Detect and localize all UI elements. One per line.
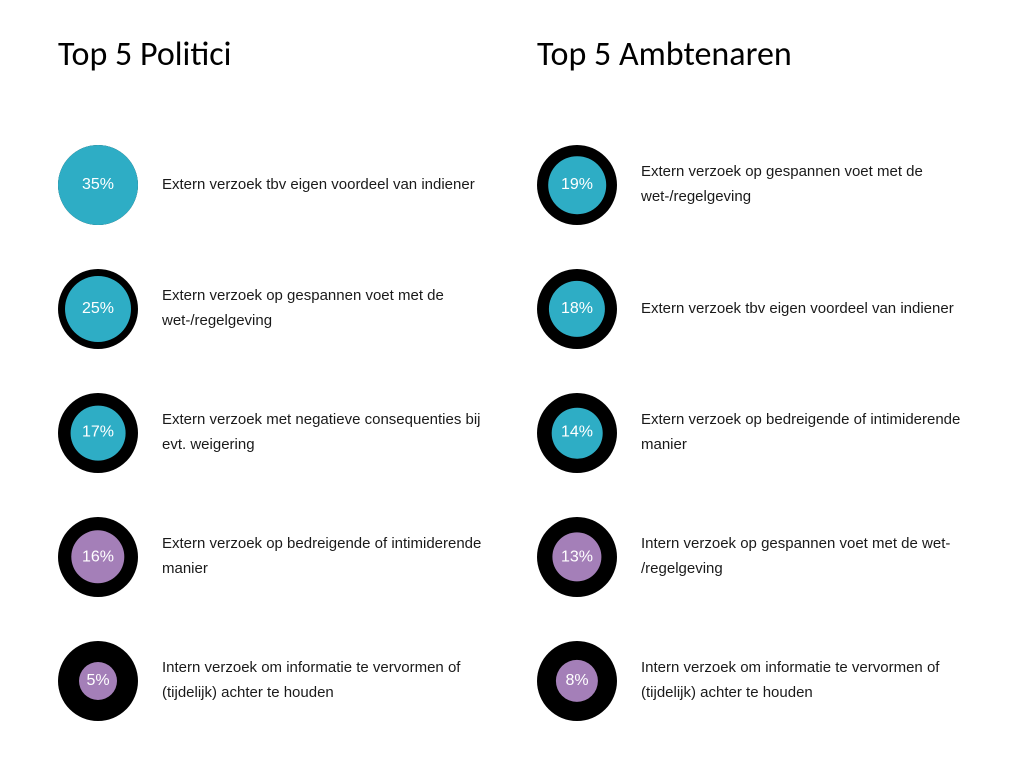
percent-label: 13% xyxy=(552,532,601,581)
percent-circle: 25% xyxy=(58,269,138,349)
row-description: Extern verzoek met negatieve consequenti… xyxy=(162,408,497,458)
percent-label: 19% xyxy=(548,156,606,214)
percent-circle: 14% xyxy=(537,393,617,473)
right-title: Top 5 Ambtenaren xyxy=(537,34,976,75)
row-description: Intern verzoek om informatie te vervorme… xyxy=(162,656,497,706)
row-description: Intern verzoek om informatie te vervorme… xyxy=(641,656,976,706)
percent-circle: 5% xyxy=(58,641,138,721)
right-column: Top 5 Ambtenaren 19% Extern verzoek op ge… xyxy=(537,34,976,765)
ranking-row: 13% Intern verzoek op gespannen voet met … xyxy=(537,517,976,597)
ranking-row: 14% Extern verzoek op bedreigende of inti… xyxy=(537,393,976,473)
percent-label: 35% xyxy=(58,145,138,225)
percent-circle: 8% xyxy=(537,641,617,721)
left-column: Top 5 Politici 35% Extern verzoek tbv eig… xyxy=(58,34,497,765)
percent-circle: 13% xyxy=(537,517,617,597)
ranking-row: 8% Intern verzoek om informatie te vervor… xyxy=(537,641,976,721)
percent-circle: 18% xyxy=(537,269,617,349)
ranking-row: 17% Extern verzoek met negatieve conseque… xyxy=(58,393,497,473)
ranking-row: 35% Extern verzoek tbv eigen voordeel van… xyxy=(58,145,497,225)
percent-circle: 35% xyxy=(58,145,138,225)
percent-label: 25% xyxy=(65,276,131,342)
row-description: Extern verzoek op gespannen voet met de … xyxy=(641,160,976,210)
percent-circle: 17% xyxy=(58,393,138,473)
percent-label: 14% xyxy=(552,408,603,459)
left-title: Top 5 Politici xyxy=(58,34,497,75)
row-description: Extern verzoek tbv eigen voordeel van in… xyxy=(162,173,475,198)
ranking-row: 16% Extern verzoek op bedreigende of inti… xyxy=(58,517,497,597)
row-description: Extern verzoek op bedreigende of intimid… xyxy=(162,532,497,582)
row-description: Extern verzoek op gespannen voet met de … xyxy=(162,284,497,334)
percent-circle: 16% xyxy=(58,517,138,597)
percent-circle: 19% xyxy=(537,145,617,225)
percent-label: 5% xyxy=(79,662,117,700)
ranking-row: 19% Extern verzoek op gespannen voet met … xyxy=(537,145,976,225)
row-description: Extern verzoek op bedreigende of intimid… xyxy=(641,408,976,458)
row-description: Extern verzoek tbv eigen voordeel van in… xyxy=(641,297,954,322)
row-description: Intern verzoek op gespannen voet met de … xyxy=(641,532,976,582)
ranking-row: 5% Intern verzoek om informatie te vervor… xyxy=(58,641,497,721)
ranking-row: 25% Extern verzoek op gespannen voet met … xyxy=(58,269,497,349)
percent-label: 17% xyxy=(71,406,126,461)
ranking-row: 18% Extern verzoek tbv eigen voordeel van… xyxy=(537,269,976,349)
percent-label: 18% xyxy=(549,281,605,337)
